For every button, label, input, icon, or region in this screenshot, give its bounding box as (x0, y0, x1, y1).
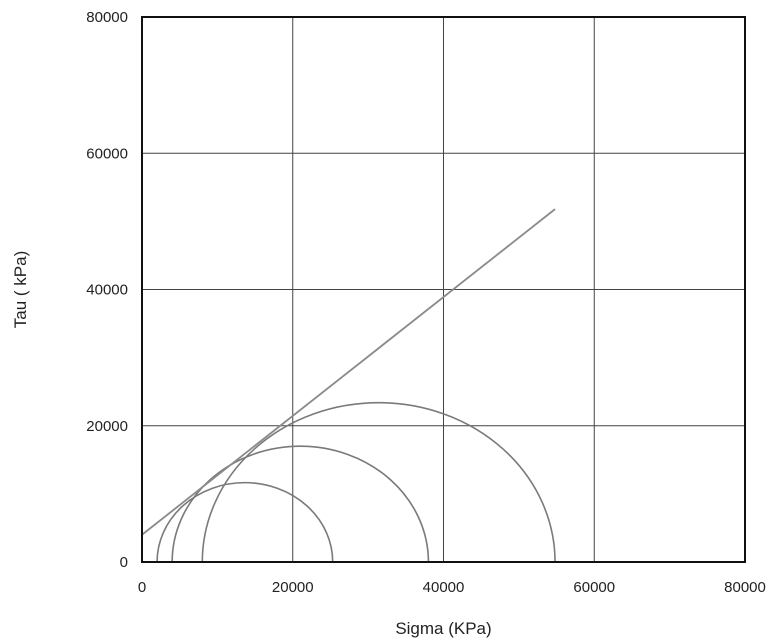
y-tick-label: 0 (120, 554, 128, 571)
grid-lines (142, 17, 745, 562)
tick-labels: 0 20000 40000 60000 80000 0 20000 40000 60000 800… (86, 9, 766, 596)
mohr-circle-1 (156, 481, 334, 563)
x-axis-label: Sigma (KPa) (395, 619, 491, 638)
plot-frame (141, 16, 746, 563)
plot-content (141, 208, 556, 563)
mohr-circle-3 (201, 402, 556, 563)
x-tick-label: 20000 (272, 579, 314, 596)
y-tick-label: 40000 (86, 282, 128, 299)
mohr-circle-2 (171, 445, 430, 563)
y-tick-label: 80000 (86, 9, 128, 26)
x-tick-label: 40000 (423, 579, 465, 596)
x-tick-label: 0 (138, 579, 146, 596)
y-axis-label: Tau ( kPa) (11, 251, 30, 328)
failure-envelope-line (141, 208, 556, 536)
y-tick-label: 60000 (86, 145, 128, 162)
y-tick-label: 20000 (86, 418, 128, 435)
x-tick-label: 60000 (573, 579, 615, 596)
x-tick-label: 80000 (724, 579, 766, 596)
